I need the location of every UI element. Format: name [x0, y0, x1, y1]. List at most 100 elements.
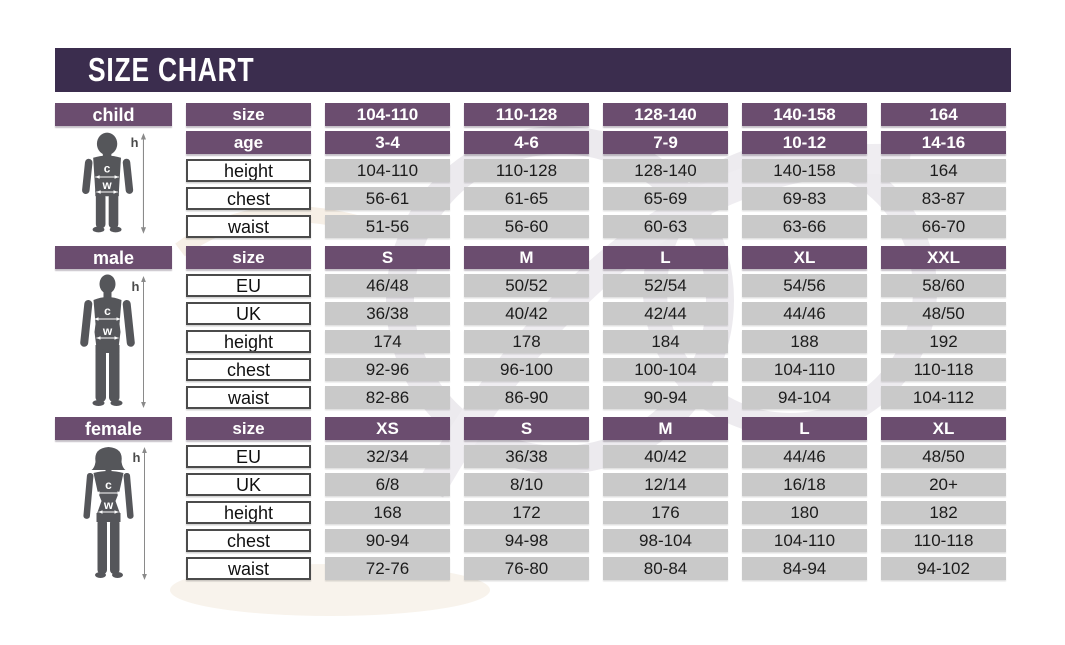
value-cell: 168	[325, 501, 450, 524]
value-cell: 172	[464, 501, 589, 524]
size-header-cell: 3-4	[325, 131, 450, 154]
row-label-EU: EU	[186, 274, 311, 297]
row-label-waist: waist	[186, 215, 311, 238]
value-cell: 60-63	[603, 215, 728, 238]
size-header-cell: 7-9	[603, 131, 728, 154]
value-cell: 104-110	[325, 159, 450, 182]
row-label-age: age	[186, 131, 311, 154]
size-header-cell: XL	[881, 417, 1006, 440]
size-header-cell: S	[325, 246, 450, 269]
value-cell: 61-65	[464, 187, 589, 210]
value-cell: 48/50	[881, 445, 1006, 468]
size-header-cell: 4-6	[464, 131, 589, 154]
section-child: child h c w size 104-110 110-128 128-140 140-158…	[55, 103, 1006, 238]
size-header-cell: M	[603, 417, 728, 440]
value-cell: 76-80	[464, 557, 589, 580]
row-label-size: size	[186, 417, 311, 440]
height-letter: h	[131, 135, 139, 150]
value-cell: 40/42	[603, 445, 728, 468]
value-cell: 98-104	[603, 529, 728, 552]
size-header-cell: 14-16	[881, 131, 1006, 154]
chest-letter: c	[104, 304, 111, 318]
size-header-cell: XS	[325, 417, 450, 440]
row-label-height: height	[186, 501, 311, 524]
value-cell: 52/54	[603, 274, 728, 297]
row-label-chest: chest	[186, 187, 311, 210]
value-cell: 100-104	[603, 358, 728, 381]
value-cell: 180	[742, 501, 867, 524]
value-cell: 110-128	[464, 159, 589, 182]
value-cell: 12/14	[603, 473, 728, 496]
value-cell: 69-83	[742, 187, 867, 210]
row-label-waist: waist	[186, 386, 311, 409]
value-cell: 16/18	[742, 473, 867, 496]
value-cell: 48/50	[881, 302, 1006, 325]
value-cell: 56-61	[325, 187, 450, 210]
height-letter: h	[133, 450, 141, 465]
size-header-cell: 128-140	[603, 103, 728, 126]
size-header-cell: L	[603, 246, 728, 269]
value-cell: 176	[603, 501, 728, 524]
value-cell: 94-104	[742, 386, 867, 409]
value-cell: 90-94	[325, 529, 450, 552]
value-cell: 184	[603, 330, 728, 353]
size-header-cell: S	[464, 417, 589, 440]
row-label-height: height	[186, 159, 311, 182]
waist-letter: w	[102, 324, 113, 338]
size-header-cell: M	[464, 246, 589, 269]
section-male: male h c w size S M L XL XXL EU 46/48 50/52 52/54 54/5…	[55, 246, 1006, 409]
size-header-cell: 104-110	[325, 103, 450, 126]
value-cell: 63-66	[742, 215, 867, 238]
waist-letter: w	[103, 498, 114, 512]
value-cell: 36/38	[325, 302, 450, 325]
value-cell: 174	[325, 330, 450, 353]
size-header-cell: 140-158	[742, 103, 867, 126]
value-cell: 56-60	[464, 215, 589, 238]
value-cell: 104-110	[742, 529, 867, 552]
value-cell: 58/60	[881, 274, 1006, 297]
value-cell: 178	[464, 330, 589, 353]
value-cell: 44/46	[742, 302, 867, 325]
value-cell: 83-87	[881, 187, 1006, 210]
row-label-size: size	[186, 103, 311, 126]
row-label-EU: EU	[186, 445, 311, 468]
gender-label-child: child	[55, 103, 172, 126]
value-cell: 164	[881, 159, 1006, 182]
chest-letter: c	[104, 163, 111, 176]
size-header-cell: 10-12	[742, 131, 867, 154]
value-cell: 110-118	[881, 529, 1006, 552]
value-cell: 65-69	[603, 187, 728, 210]
gender-label-male: male	[55, 246, 172, 269]
value-cell: 94-102	[881, 557, 1006, 580]
row-label-height: height	[186, 330, 311, 353]
value-cell: 110-118	[881, 358, 1006, 381]
height-letter: h	[132, 279, 140, 294]
value-cell: 66-70	[881, 215, 1006, 238]
value-cell: 96-100	[464, 358, 589, 381]
value-cell: 72-76	[325, 557, 450, 580]
value-cell: 20+	[881, 473, 1006, 496]
value-cell: 42/44	[603, 302, 728, 325]
value-cell: 82-86	[325, 386, 450, 409]
value-cell: 36/38	[464, 445, 589, 468]
value-cell: 32/34	[325, 445, 450, 468]
value-cell: 44/46	[742, 445, 867, 468]
row-label-waist: waist	[186, 557, 311, 580]
row-label-UK: UK	[186, 302, 311, 325]
gender-label-female: female	[55, 417, 172, 440]
value-cell: 40/42	[464, 302, 589, 325]
size-tables: child h c w size 104-110 110-128 128-140 140-158…	[55, 103, 1006, 588]
size-header-cell: XXL	[881, 246, 1006, 269]
size-header-cell: 164	[881, 103, 1006, 126]
section-female: female h c w size XS S M L XL EU 32/34 36/38 40/42 44/…	[55, 417, 1006, 580]
value-cell: 50/52	[464, 274, 589, 297]
value-cell: 80-84	[603, 557, 728, 580]
value-cell: 128-140	[603, 159, 728, 182]
value-cell: 104-110	[742, 358, 867, 381]
value-cell: 94-98	[464, 529, 589, 552]
value-cell: 192	[881, 330, 1006, 353]
